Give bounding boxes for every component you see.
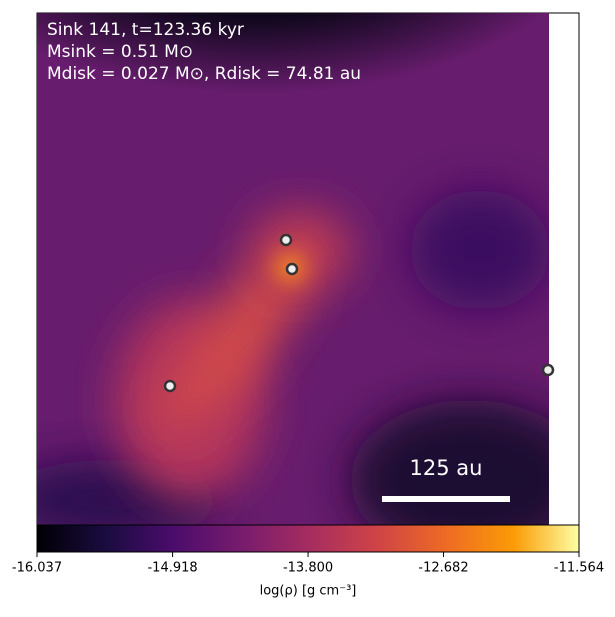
sinks xyxy=(163,233,555,393)
colorbar-tick-label: -12.682 xyxy=(418,561,468,576)
colorbar-label: log(ρ) [g cm⁻³] xyxy=(260,584,357,599)
annotation: Msink = 0.51 M⊙ xyxy=(47,42,193,62)
colorbar-tick-label: -16.037 xyxy=(12,561,62,576)
sink xyxy=(279,233,293,247)
sink xyxy=(163,379,177,393)
annotation: Sink 141, t=123.36 kyr xyxy=(47,20,244,40)
annotation: Mdisk = 0.027 M⊙, Rdisk = 74.81 au xyxy=(47,64,361,84)
scale-bar-label: 125 au xyxy=(410,456,483,480)
colorbar xyxy=(36,524,580,553)
colorbar-tick-label: -13.800 xyxy=(283,561,333,576)
sink xyxy=(285,262,299,276)
colorbar-tick-label: -14.918 xyxy=(147,561,197,576)
sink xyxy=(541,363,555,377)
colorbar-tick-label: -11.564 xyxy=(554,561,604,576)
density-map xyxy=(37,13,549,525)
